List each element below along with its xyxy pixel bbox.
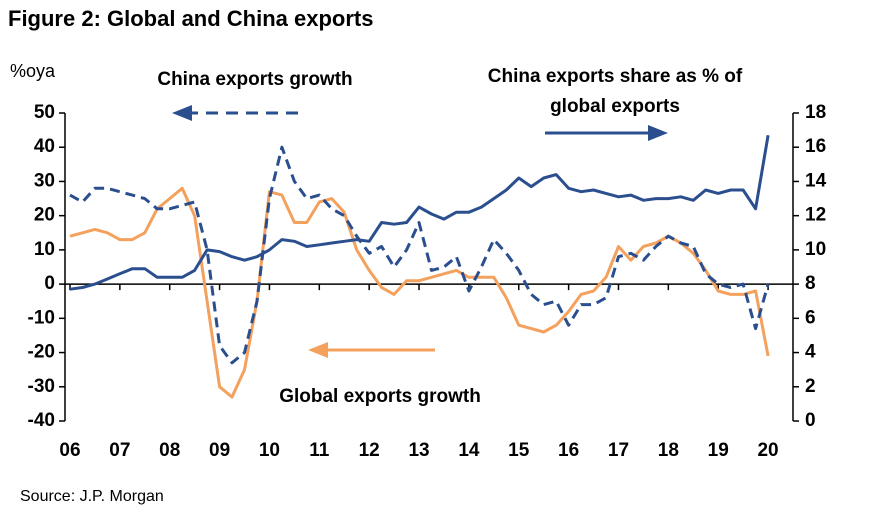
y2-tick-label: 18 [805,102,826,123]
y2-tick-label: 0 [805,410,816,431]
arrow [308,342,435,358]
y2-tick-label: 10 [805,239,826,260]
x-tick-label: 19 [708,440,729,461]
y2-tick-label: 2 [805,376,816,397]
x-tick-label: 07 [109,440,130,461]
y-axis-label: %oya [10,61,56,81]
x-tick-label: 15 [508,440,530,461]
y-tick-label: 0 [44,273,55,294]
y2-tick-label: 14 [805,170,827,191]
annotation: China exports growth [157,69,352,90]
series-line [69,145,770,365]
y-tick-label: -10 [28,307,55,328]
y-tick-label: -20 [28,342,55,363]
series-line [69,134,770,291]
annotation: China exports share as % of global expor… [487,66,743,117]
chart-title: Figure 2: Global and China exports [8,6,374,31]
y-tick-label: 50 [34,102,55,123]
y2-tick-label: 16 [805,136,826,157]
arrow [172,105,298,121]
y2-tick-label: 4 [805,342,816,363]
y-tick-label: -40 [28,410,55,431]
y2-tick-label: 12 [805,205,826,226]
x-tick-label: 13 [408,440,429,461]
x-tick-label: 08 [159,440,180,461]
x-tick-label: 09 [209,440,230,461]
x-tick-label: 16 [558,440,579,461]
y-tick-label: 10 [34,239,55,260]
x-tick-label: 14 [458,440,480,461]
x-tick-label: 06 [59,440,80,461]
y-tick-label: 30 [34,170,55,191]
x-tick-label: 11 [309,440,330,461]
source: Source: J.P. Morgan [20,488,164,505]
y2-tick-label: 8 [805,273,816,294]
y-tick-label: 20 [34,205,55,226]
y2-tick-label: 6 [805,307,816,328]
y-tick-label: 40 [34,136,55,157]
annotation: Global exports growth [279,386,481,407]
y-tick-label: -30 [28,376,55,397]
arrow [545,125,668,141]
x-tick-label: 18 [658,440,679,461]
x-tick-label: 17 [608,440,629,461]
x-tick-label: 20 [757,440,778,461]
x-tick-label: 12 [359,440,380,461]
x-tick-label: 10 [259,440,280,461]
series-line [69,186,770,399]
